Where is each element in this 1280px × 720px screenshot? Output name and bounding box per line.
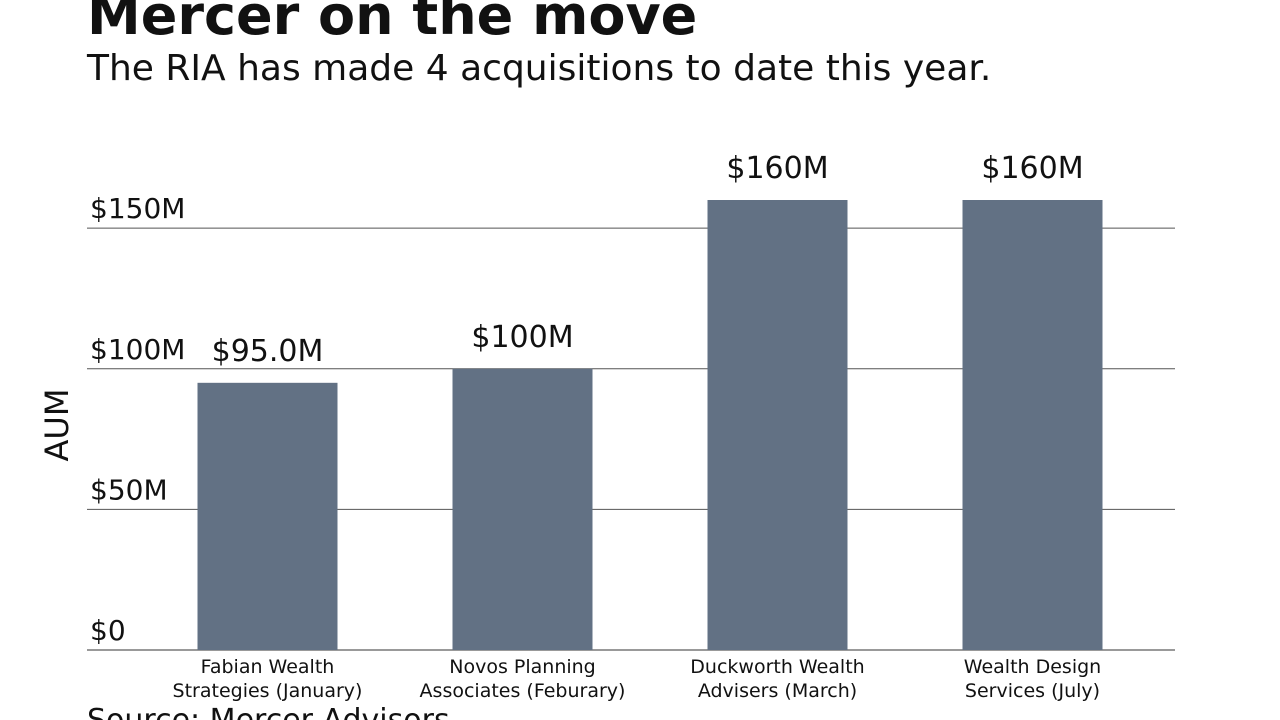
chart-title: Mercer on the move [87,0,697,47]
data-label: $160M [981,151,1083,186]
bar [707,200,848,650]
x-tick-label: Duckworth Wealth Advisers (March) [690,656,865,702]
source: Source: Mercer Advisors [87,703,450,720]
y-tick-label: $50M [90,473,168,506]
x-tick-label: Wealth Design Services (July) [963,656,1102,702]
y-axis-label: AUM [38,389,76,462]
bar [197,382,338,650]
x-tick-label: Novos Planning Associates (Feburary) [419,656,626,702]
data-label: $95.0M [212,334,324,369]
data-label: $160M [726,151,828,186]
chart-subtitle: The RIA has made 4 acquisitions to date … [86,48,991,89]
x-tick-label: Fabian Wealth Strategies (January) [172,656,363,702]
bar [452,368,593,650]
y-tick-label: $100M [90,333,185,366]
y-tick-label: $0 [90,614,126,647]
y-tick-label: $150M [90,192,185,225]
data-label: $100M [471,320,573,355]
bar [962,200,1103,650]
